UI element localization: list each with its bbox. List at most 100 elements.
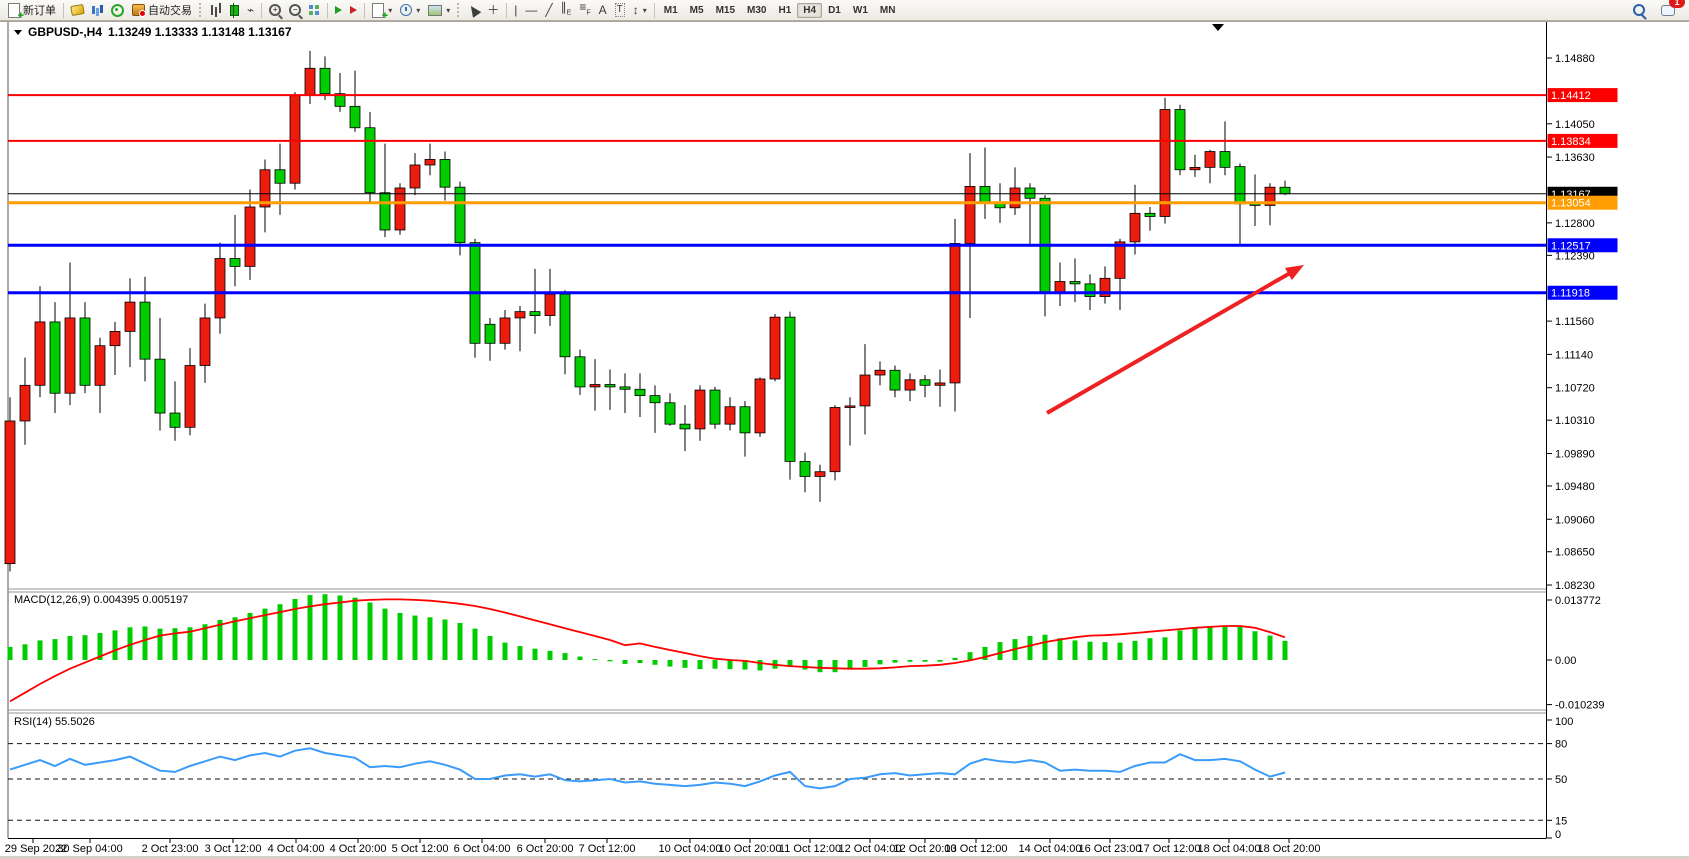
timeframe-button-mn[interactable]: MN — [879, 4, 896, 16]
macd-histogram-bar — [937, 660, 943, 662]
timeframe-button-m1[interactable]: M1 — [663, 4, 678, 16]
separator — [327, 2, 329, 18]
timeframe-button-w1[interactable]: W1 — [852, 4, 868, 16]
macd-histogram-bar — [952, 657, 958, 660]
timeframe-button-d1[interactable]: D1 — [828, 4, 841, 16]
price-badge-label: 1.13054 — [1551, 198, 1591, 210]
macd-histogram-bar — [607, 660, 613, 662]
line-chart-icon: ⌁ — [247, 3, 255, 17]
candle-body — [94, 345, 106, 386]
price-badge-label: 1.14412 — [1551, 90, 1591, 102]
price-tick-label: 1.09480 — [1555, 481, 1595, 493]
fibonacci-tool-button[interactable]: ≡F — [575, 0, 594, 20]
candle-body — [559, 293, 571, 358]
macd-histogram-bar — [847, 660, 853, 670]
trendline-tool-button[interactable]: ╱ — [541, 0, 556, 20]
candle-body — [859, 374, 871, 407]
candle-body — [919, 379, 931, 386]
macd-histogram-bar — [22, 644, 28, 660]
codebase-icon — [92, 6, 95, 14]
timeframe-button-h1[interactable]: H1 — [778, 4, 792, 16]
candle-body — [79, 317, 91, 386]
timeframe-button-h4[interactable]: H4 — [797, 2, 823, 18]
candle-body — [1144, 212, 1156, 217]
candle-body — [514, 311, 526, 319]
macd-histogram-bar — [712, 660, 718, 669]
rsi-axis-label: 15 — [1555, 815, 1567, 827]
signals-button[interactable] — [107, 0, 128, 20]
macd-histogram-bar — [892, 660, 898, 663]
macd-histogram-bar — [232, 617, 238, 660]
time-tick-label: 4 Oct 20:00 — [330, 843, 387, 855]
candle-body — [484, 323, 496, 344]
separator — [261, 2, 263, 18]
cursor-tool-button[interactable] — [465, 0, 483, 20]
macd-histogram-bar — [262, 608, 268, 660]
horizontal-line-tool-button[interactable]: — — [521, 0, 541, 20]
macd-histogram-bar — [277, 604, 283, 660]
macd-histogram-bar — [577, 656, 583, 660]
line-chart-button[interactable]: ⌁ — [243, 0, 258, 20]
codebase-button[interactable] — [88, 0, 107, 20]
macd-histogram-bar — [1252, 631, 1258, 660]
auto-trading-button[interactable]: 自动交易 — [128, 0, 196, 20]
templates-button[interactable]: ▾ — [424, 0, 454, 20]
candle-body — [1099, 277, 1111, 297]
search-button[interactable] — [1629, 0, 1649, 20]
zoom-out-button[interactable]: − — [285, 0, 305, 20]
zoom-in-button[interactable]: + — [265, 0, 285, 20]
candle-body — [229, 258, 241, 267]
time-tick-label: 7 Oct 12:00 — [579, 843, 636, 855]
bar-chart-button[interactable] — [207, 0, 226, 20]
periodicity-button[interactable]: ▾ — [396, 0, 424, 20]
macd-histogram-bar — [292, 599, 298, 660]
candle-body — [544, 293, 556, 316]
price-badge — [1547, 238, 1618, 253]
candle-body — [199, 317, 211, 366]
macd-histogram-bar — [682, 660, 688, 668]
time-tick-label: 29 Sep 2022 — [5, 843, 67, 855]
macd-histogram-bar — [67, 636, 73, 660]
auto-scroll-button[interactable] — [331, 0, 346, 20]
zoom-out-icon: − — [289, 4, 304, 20]
auto-scroll-icon — [335, 6, 343, 14]
search-icon — [1633, 4, 1647, 20]
macd-histogram-bar — [397, 612, 403, 660]
candle-body — [979, 185, 991, 204]
price-tick-label: 1.08230 — [1555, 580, 1595, 592]
price-badge — [1547, 195, 1618, 210]
vertical-line-tool-button[interactable]: | — [510, 0, 521, 20]
channel-tool-button[interactable]: ∥E — [557, 0, 576, 20]
text-label-tool-button[interactable]: T — [611, 0, 629, 20]
macd-histogram-bar — [1027, 636, 1033, 660]
tile-windows-button[interactable] — [305, 0, 324, 20]
text-tool-button[interactable]: A — [595, 0, 611, 20]
candle-body — [304, 67, 316, 96]
price-tick-label: 1.10720 — [1555, 383, 1595, 395]
candle-body — [679, 423, 691, 430]
macd-histogram-bar — [337, 595, 343, 660]
macd-histogram-bar — [457, 622, 463, 660]
candle-body — [529, 311, 541, 316]
timeframe-button-m15[interactable]: M15 — [715, 4, 736, 16]
new-chart-button[interactable]: + ▾ — [368, 0, 396, 21]
macd-histogram-bar — [562, 653, 568, 660]
notifications-button[interactable]: 1 — [1657, 0, 1685, 20]
crosshair-tool-button[interactable]: ＋ — [483, 0, 503, 20]
one-click-collapse-icon[interactable] — [14, 29, 22, 35]
time-tick-label: 18 Oct 20:00 — [1258, 843, 1321, 855]
chart-shift-button[interactable] — [346, 0, 361, 20]
candlestick-chart-button[interactable] — [226, 0, 243, 20]
candle-body — [289, 94, 301, 184]
arrows-tool-button[interactable]: ↕ ▾ — [632, 3, 647, 17]
new-order-button[interactable]: + 新订单 — [4, 0, 60, 21]
market-button[interactable] — [67, 0, 88, 20]
text-label-icon: T — [614, 3, 625, 17]
timeframe-button-m30[interactable]: M30 — [747, 4, 767, 16]
macd-histogram-bar — [127, 627, 133, 660]
macd-histogram-bar — [1147, 638, 1153, 660]
timeframe-button-m5[interactable]: M5 — [689, 4, 704, 16]
macd-histogram-bar — [1162, 637, 1168, 660]
candle-body — [139, 301, 151, 360]
